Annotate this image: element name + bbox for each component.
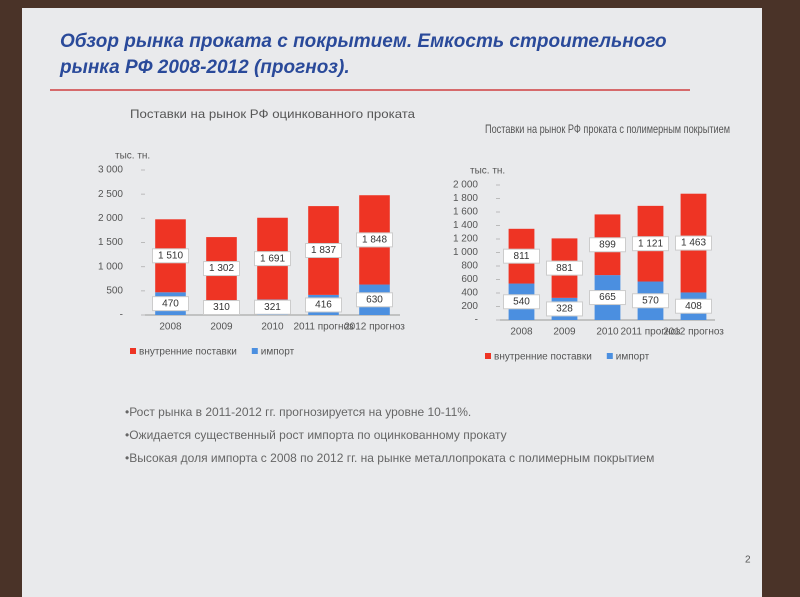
value-label: 1 510 [158, 250, 183, 261]
value-label-box [675, 235, 712, 251]
x-tick-label: 2012 прогноз [663, 327, 724, 338]
y-tick-label: 600 [461, 274, 478, 285]
x-tick-label: 2011 прогноз [293, 322, 353, 333]
value-label-box [589, 237, 626, 253]
value-label-box [356, 232, 393, 248]
value-label-box [305, 297, 342, 313]
x-tick-label: 2011 прогноз [620, 327, 680, 338]
value-label-box [589, 290, 626, 306]
y-tick-label: 3 000 [98, 165, 123, 176]
y-tick-label: 1 000 [453, 247, 478, 258]
value-label: 540 [513, 296, 530, 307]
value-label-box [254, 251, 291, 267]
legend-swatch [130, 348, 136, 354]
value-label-box [503, 294, 540, 310]
value-label: 1 848 [362, 235, 387, 246]
bullet: •Высокая доля импорта с 2008 по 2012 гг.… [125, 451, 654, 465]
value-label-box [675, 298, 712, 314]
value-label-box [546, 301, 583, 317]
chart-title: Поставки на рынок РФ оцинкованного прока… [130, 107, 415, 121]
value-label: 416 [315, 300, 332, 311]
value-label: 570 [642, 295, 659, 306]
y-tick-label: - [475, 315, 478, 326]
y-tick-label: - [120, 310, 123, 321]
value-label: 899 [599, 239, 616, 250]
bullet: •Ожидается существенный рост импорта по … [125, 428, 507, 442]
page-number: 2 [745, 555, 751, 566]
y-tick-label: 1 600 [453, 207, 478, 218]
value-label-box [632, 236, 669, 252]
legend-label: внутренние поставки [139, 347, 237, 358]
y-tick-label: 1 400 [453, 220, 478, 231]
legend-swatch [251, 348, 258, 354]
y-unit: тыс. тн. [115, 151, 150, 162]
legend-swatch [485, 353, 491, 359]
x-tick-label: 2008 [510, 327, 533, 338]
y-unit: тыс. тн. [470, 166, 505, 177]
x-tick-label: 2012 прогноз [344, 322, 405, 333]
slide-title: Обзор рынка проката с покрытием. Емкость… [60, 31, 667, 52]
x-tick-label: 2010 [596, 327, 619, 338]
value-label: 408 [685, 301, 702, 312]
y-tick-label: 200 [461, 301, 478, 312]
legend-swatch [606, 353, 613, 359]
value-label: 881 [556, 263, 573, 274]
bullet: •Рост рынка в 2011-2012 гг. прогнозирует… [125, 405, 471, 419]
slide-title: рынка РФ 2008-2012 (прогноз). [59, 57, 350, 78]
value-label-box [503, 248, 540, 264]
value-label: 630 [366, 294, 383, 305]
y-tick-label: 800 [461, 261, 478, 272]
value-label: 665 [599, 292, 616, 303]
value-label: 1 121 [638, 238, 663, 249]
legend-label: импорт [616, 352, 650, 363]
value-label: 470 [162, 298, 179, 309]
value-label-box [254, 299, 291, 315]
y-tick-label: 1 000 [98, 261, 123, 272]
value-label-box [546, 260, 583, 276]
value-label-box [152, 296, 189, 312]
x-tick-label: 2009 [210, 322, 233, 333]
value-label-box [203, 261, 240, 277]
value-label-box [305, 242, 342, 258]
value-label-box [632, 293, 669, 309]
y-tick-label: 400 [461, 288, 478, 299]
y-tick-label: 2 500 [98, 189, 123, 200]
y-tick-label: 1 800 [453, 193, 478, 204]
x-tick-label: 2009 [553, 327, 576, 338]
y-tick-label: 1 500 [98, 237, 123, 248]
y-tick-label: 1 200 [453, 234, 478, 245]
value-label: 1 463 [681, 238, 706, 249]
y-tick-label: 2 000 [453, 180, 478, 191]
x-tick-label: 2008 [159, 322, 182, 333]
value-label: 1 302 [209, 263, 234, 274]
value-label: 1 837 [311, 245, 336, 256]
value-label: 321 [264, 302, 281, 313]
legend-label: внутренние поставки [494, 352, 592, 363]
value-label-box [152, 248, 189, 264]
y-tick-label: 500 [106, 285, 123, 296]
legend-label: импорт [261, 347, 295, 358]
value-label: 310 [213, 302, 230, 313]
value-label-box [356, 292, 393, 308]
value-label: 1 691 [260, 253, 285, 264]
value-label: 328 [556, 304, 573, 315]
value-label-box [203, 300, 240, 316]
x-tick-label: 2010 [261, 322, 284, 333]
chart-title: Поставки на рынок РФ проката с полимерны… [485, 122, 730, 136]
y-tick-label: 2 000 [98, 213, 123, 224]
value-label: 811 [514, 251, 530, 262]
